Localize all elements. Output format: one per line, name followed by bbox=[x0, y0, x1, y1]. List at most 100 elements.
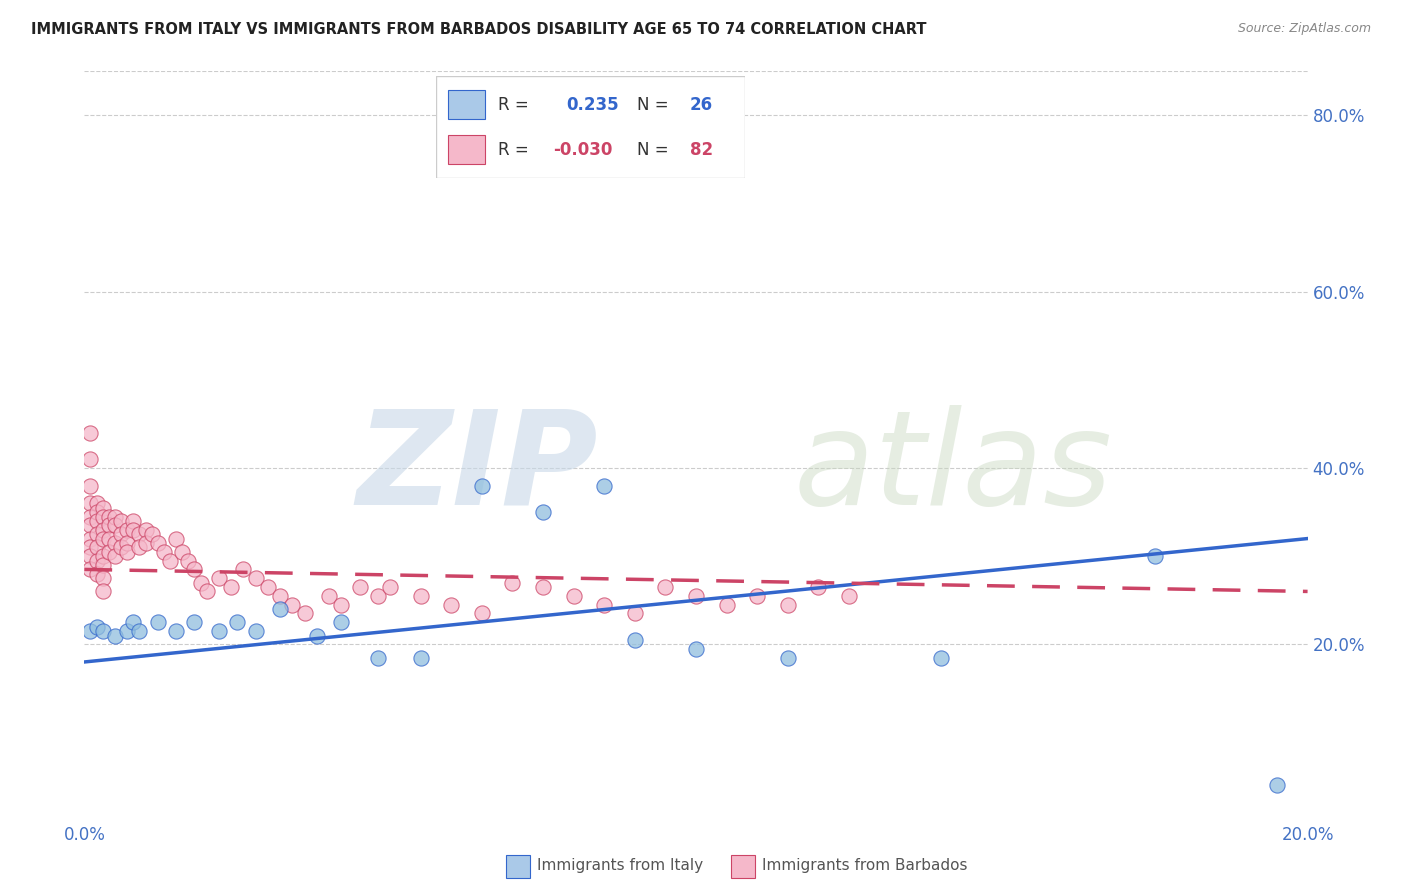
Point bbox=[97, 532, 120, 546]
Point bbox=[86, 496, 108, 510]
Point bbox=[91, 509, 114, 524]
Point bbox=[269, 602, 291, 616]
Bar bbox=[731, 855, 755, 878]
Point bbox=[440, 598, 463, 612]
Point bbox=[122, 514, 145, 528]
Point bbox=[685, 589, 707, 603]
Point bbox=[195, 584, 218, 599]
Point bbox=[122, 615, 145, 630]
Point bbox=[79, 425, 101, 440]
Point bbox=[128, 527, 150, 541]
Text: 26: 26 bbox=[689, 95, 713, 113]
Point bbox=[330, 615, 353, 630]
Point bbox=[380, 580, 402, 594]
Text: 0.235: 0.235 bbox=[565, 95, 619, 113]
Point bbox=[177, 553, 200, 567]
Point bbox=[593, 478, 616, 492]
Point bbox=[86, 620, 108, 634]
Point bbox=[349, 580, 371, 594]
Text: ZIP: ZIP bbox=[357, 405, 598, 532]
Point bbox=[257, 580, 280, 594]
Point bbox=[79, 496, 101, 510]
Bar bbox=[449, 136, 485, 164]
Point bbox=[104, 536, 127, 550]
Point bbox=[97, 518, 120, 533]
Point bbox=[159, 553, 181, 567]
Point bbox=[146, 615, 169, 630]
Text: atlas: atlas bbox=[794, 405, 1112, 532]
Text: Immigrants from Italy: Immigrants from Italy bbox=[537, 858, 703, 872]
Point bbox=[79, 532, 101, 546]
Point bbox=[281, 598, 304, 612]
Point bbox=[91, 624, 114, 639]
Point bbox=[79, 518, 101, 533]
Point bbox=[110, 527, 132, 541]
Point bbox=[91, 571, 114, 585]
Point bbox=[245, 571, 267, 585]
Point bbox=[165, 532, 187, 546]
Point bbox=[104, 549, 127, 564]
Point bbox=[294, 607, 316, 621]
Point bbox=[208, 624, 231, 639]
Text: N =: N = bbox=[637, 141, 668, 159]
Point bbox=[624, 607, 647, 621]
Point bbox=[86, 527, 108, 541]
Point bbox=[91, 558, 114, 572]
Point bbox=[141, 527, 163, 541]
Point bbox=[318, 589, 340, 603]
Point bbox=[776, 650, 799, 665]
Point bbox=[104, 518, 127, 533]
Point bbox=[135, 523, 157, 537]
Point bbox=[91, 584, 114, 599]
Point bbox=[79, 541, 101, 555]
Point bbox=[104, 628, 127, 642]
Point bbox=[86, 553, 108, 567]
Point bbox=[86, 514, 108, 528]
Point bbox=[367, 589, 389, 603]
Point bbox=[86, 566, 108, 581]
Point bbox=[91, 523, 114, 537]
Point bbox=[593, 598, 616, 612]
Point bbox=[183, 615, 205, 630]
Point bbox=[79, 452, 101, 467]
Point bbox=[97, 509, 120, 524]
Point bbox=[409, 589, 432, 603]
Point bbox=[190, 575, 212, 590]
Point bbox=[747, 589, 769, 603]
Point bbox=[115, 624, 138, 639]
Point bbox=[838, 589, 860, 603]
Point bbox=[531, 580, 554, 594]
Point bbox=[122, 523, 145, 537]
Text: -0.030: -0.030 bbox=[554, 141, 613, 159]
Point bbox=[208, 571, 231, 585]
Point bbox=[929, 650, 952, 665]
Point bbox=[502, 575, 524, 590]
Point bbox=[91, 500, 114, 515]
Point bbox=[305, 628, 328, 642]
Point bbox=[86, 541, 108, 555]
Point bbox=[172, 545, 194, 559]
Point bbox=[110, 514, 132, 528]
Point bbox=[716, 598, 738, 612]
Point bbox=[135, 536, 157, 550]
Point bbox=[91, 532, 114, 546]
Point bbox=[807, 580, 830, 594]
Point bbox=[232, 562, 254, 576]
Text: R =: R = bbox=[498, 141, 529, 159]
Point bbox=[471, 607, 494, 621]
Point bbox=[1265, 778, 1288, 792]
Bar bbox=[506, 855, 530, 878]
Point bbox=[110, 541, 132, 555]
Text: N =: N = bbox=[637, 95, 668, 113]
Point bbox=[183, 562, 205, 576]
Point bbox=[79, 549, 101, 564]
Text: IMMIGRANTS FROM ITALY VS IMMIGRANTS FROM BARBADOS DISABILITY AGE 65 TO 74 CORREL: IMMIGRANTS FROM ITALY VS IMMIGRANTS FROM… bbox=[31, 22, 927, 37]
Point bbox=[115, 536, 138, 550]
Point bbox=[1143, 549, 1166, 564]
Text: 82: 82 bbox=[689, 141, 713, 159]
Point bbox=[367, 650, 389, 665]
Point bbox=[97, 545, 120, 559]
Point bbox=[91, 549, 114, 564]
Point bbox=[654, 580, 676, 594]
Point bbox=[226, 615, 249, 630]
